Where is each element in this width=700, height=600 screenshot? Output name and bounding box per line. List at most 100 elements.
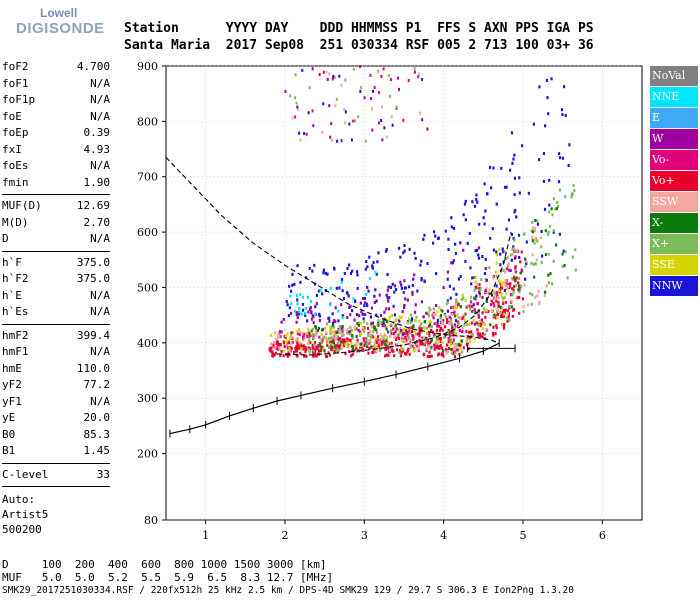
echo-point-sse [438,306,441,310]
echo-point-x [519,271,522,275]
param-value: 1.90 [83,175,111,189]
echo-point-vo [437,352,441,356]
echo-point-ssw [408,342,412,346]
echo-point-vo [439,337,443,341]
echo-point-vo [396,348,399,352]
echo-point-x [335,330,338,334]
echo-point-x [420,322,423,326]
echo-point-sse [456,301,459,305]
param-label: B0 [2,427,16,441]
echo-point-vo [479,332,482,336]
echo-point-upper [369,73,372,77]
echo-point-vo [412,335,415,339]
echo-point-nnw [538,85,541,89]
echo-point-ssw [375,349,378,353]
echo-point-nnw [518,255,521,259]
echo-point-vo [299,351,302,355]
echo-point-vo [361,346,364,350]
echo-point-nnw [356,270,359,274]
echo-point-x [407,335,410,339]
echo-point-x [407,327,410,331]
echo-point-ssw [500,306,504,310]
echo-point-nne [319,288,322,292]
echo-point-x [471,333,475,337]
echo-point-sse [498,289,501,293]
echo-point-ssw [288,349,291,353]
echo-point-vo [393,354,396,358]
echo-point-w [433,332,436,336]
echo-point-x [329,332,332,336]
echo-point-nnw [548,178,551,182]
echo-point-nnw [499,263,502,267]
echo-point-vo [478,286,481,290]
echo-point-nnw [287,314,290,318]
echo-point-sse [412,349,415,353]
echo-point-nnw [436,321,439,325]
legend-item-sse: SSE [650,255,698,275]
echo-point-vo [514,270,517,274]
echo-point-ssw [531,226,534,230]
echo-point-vo [375,328,378,332]
echo-point-nnw [462,213,465,217]
echo-point-w [333,319,336,323]
echo-point-vo [497,304,500,308]
echo-point-x [572,184,575,188]
echo-point-sse [501,298,505,302]
echo-point-nnw [385,247,388,251]
echo-point-nnw [545,78,549,82]
echo-point-nnw [419,263,422,267]
echo-point-nnw [492,166,495,170]
echo-point-vo [282,340,285,344]
echo-point-w [295,312,298,316]
echo-point-upper [334,104,337,108]
echo-point-upper [396,76,399,80]
echo-point-x [453,328,456,332]
echo-point-x [563,263,566,267]
echo-point-nnw [384,249,388,253]
echo-point-w [370,322,373,326]
echo-point-vo [395,327,398,331]
echo-point-vo [448,315,451,319]
echo-point-x [533,275,536,279]
echo-point-vo [462,346,465,350]
echo-point-vo [332,341,336,345]
digisonde-logo: Lowell DIGISONDE [4,6,114,46]
x-tick-label: 6 [599,529,606,542]
echo-point-vo [476,301,479,305]
echo-point-w [399,280,402,284]
echo-point-vo [433,347,436,351]
echo-point-nnw [322,268,326,272]
echo-point-ssw [395,334,398,338]
echo-point-upper [344,78,347,82]
echo-point-vo [451,328,454,332]
echo-point-vo [367,331,370,335]
echo-point-x [311,333,314,337]
echo-point-x [550,207,553,211]
echo-point-vo [471,305,474,309]
echo-point-nnw [552,230,555,234]
echo-point-nnw [387,285,390,289]
echo-point-nnw [557,180,561,184]
echo-point-sse [391,314,394,318]
echo-point-nnw [463,202,467,206]
echo-point-ssw [382,335,385,339]
echo-point-sse [420,330,424,334]
echo-point-nnw [558,232,561,236]
echo-point-x [499,310,502,314]
echo-point-x [513,250,517,254]
echo-point-sse [453,306,457,310]
echo-point-nnw [459,275,462,279]
echo-point-nnw [361,312,364,316]
echo-point-upper [338,74,341,78]
echo-point-x [547,230,550,234]
echo-point-x [471,309,474,313]
param-label: hmE [2,361,22,375]
echo-point-w [385,307,388,311]
echo-point-sse [413,347,416,351]
echo-point-ssw [534,295,537,299]
echo-point-vo [453,355,457,359]
echo-point-nnw [434,234,437,238]
echo-point-ssw [325,331,328,335]
echo-point-vo [418,326,421,330]
echo-point-vo [296,332,300,336]
